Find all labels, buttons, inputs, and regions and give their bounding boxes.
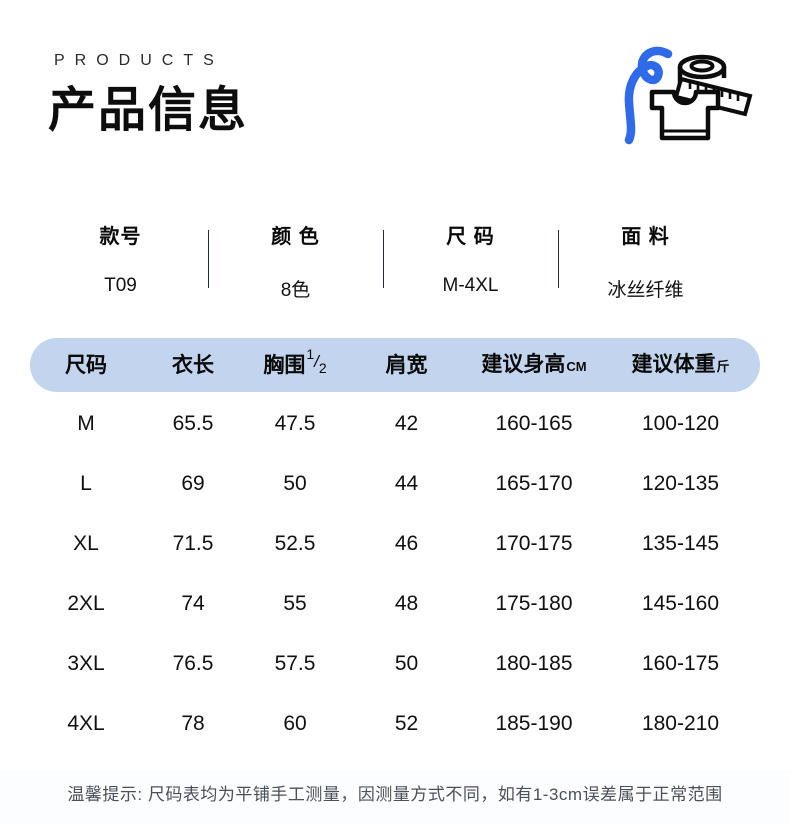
cell-size: 3XL <box>67 652 105 675</box>
info-value: M-4XL <box>442 275 499 296</box>
cell-chest: 57.5 <box>274 652 316 675</box>
info-label: 面 料 <box>621 226 670 248</box>
tshirt-icon <box>649 89 721 141</box>
product-info-row: 款号 T09 颜 色 8色 尺 码 M-4XL 面 料 冰丝纤维 <box>33 220 733 302</box>
info-col-model: 款号 T09 <box>33 220 208 302</box>
half-fraction: 1/2 <box>306 345 327 376</box>
cell-size: 2XL <box>67 592 105 615</box>
unit-label: CM <box>566 359 587 374</box>
cell-shoulder: 42 <box>394 412 419 435</box>
info-col-fabric: 面 料 冰丝纤维 <box>558 220 733 302</box>
cell-size: 4XL <box>67 712 105 735</box>
cell-weight: 135-145 <box>641 532 720 555</box>
eyebrow-text: PRODUCTS <box>54 52 224 69</box>
info-col-color: 颜 色 8色 <box>208 220 383 302</box>
cell-length: 65.5 <box>172 412 214 435</box>
cell-size: M <box>77 412 95 435</box>
cell-height: 185-190 <box>495 712 573 735</box>
cell-chest: 50 <box>283 472 307 495</box>
divider <box>558 230 559 288</box>
col-header-length: 衣长 <box>172 354 214 377</box>
cell-size: XL <box>73 532 99 555</box>
cell-height: 180-185 <box>495 652 573 675</box>
info-value: 冰丝纤维 <box>607 280 684 301</box>
cell-shoulder: 50 <box>394 652 419 675</box>
cell-weight: 180-210 <box>641 712 720 735</box>
unit-label: 斤 <box>716 359 730 374</box>
cell-length: 76.5 <box>172 652 214 675</box>
divider <box>383 230 384 288</box>
size-table-body: M 65.5 47.5 42 160-165 100-120 L 69 50 4… <box>30 394 760 754</box>
note-strip: 温馨提示: 尺码表均为平铺手工测量，因测量方式不同，如有1-3cm误差属于正常范… <box>0 770 790 824</box>
cell-length: 74 <box>181 592 205 615</box>
col-header-chest: 胸围1/2 <box>244 339 346 394</box>
cell-weight: 120-135 <box>641 472 720 495</box>
cell-height: 175-180 <box>495 592 573 615</box>
cell-height: 165-170 <box>495 472 573 495</box>
cell-weight: 145-160 <box>641 592 720 615</box>
cell-length: 78 <box>181 712 205 735</box>
table-row: L 69 50 44 165-170 120-135 <box>30 454 760 514</box>
info-label: 尺 码 <box>446 226 495 248</box>
cell-chest: 55 <box>283 592 307 615</box>
col-header-size: 尺码 <box>65 354 107 377</box>
cell-length: 69 <box>181 472 205 495</box>
col-header-shoulder: 肩宽 <box>385 354 428 377</box>
cell-chest: 47.5 <box>274 412 316 435</box>
col-header-height: 建议身高CM <box>481 353 587 376</box>
cell-shoulder: 44 <box>394 472 419 495</box>
cell-length: 71.5 <box>172 532 214 555</box>
col-header-weight: 建议体重斤 <box>631 353 730 376</box>
table-row: M 65.5 47.5 42 160-165 100-120 <box>30 394 760 454</box>
ribbon-icon <box>624 46 673 145</box>
info-value: T09 <box>104 275 137 296</box>
cell-weight: 100-120 <box>641 412 720 435</box>
divider <box>208 230 209 288</box>
table-row: 4XL 78 60 52 185-190 180-210 <box>30 694 760 754</box>
tshirt-measuring-tape-icon <box>624 46 753 145</box>
cell-shoulder: 52 <box>394 712 419 735</box>
cell-shoulder: 46 <box>394 532 419 555</box>
info-label: 颜 色 <box>271 226 320 248</box>
info-value: 8色 <box>280 280 311 301</box>
table-row: 3XL 76.5 57.5 50 180-185 160-175 <box>30 634 760 694</box>
info-col-size: 尺 码 M-4XL <box>383 220 558 302</box>
cell-weight: 160-175 <box>641 652 720 675</box>
cell-chest: 60 <box>283 712 307 735</box>
cell-size: L <box>80 472 92 495</box>
page-title: 产品信息 <box>48 84 249 137</box>
cell-shoulder: 48 <box>394 592 419 615</box>
size-table-header: 尺码 衣长 胸围1/2 肩宽 建议身高CM 建议体重斤 <box>30 338 760 392</box>
cell-height: 170-175 <box>495 532 573 555</box>
table-row: XL 71.5 52.5 46 170-175 135-145 <box>30 514 760 574</box>
cell-height: 160-165 <box>495 412 573 435</box>
cell-chest: 52.5 <box>274 532 316 555</box>
table-row: 2XL 74 55 48 175-180 145-160 <box>30 574 760 634</box>
info-label: 款号 <box>99 226 142 248</box>
measurement-disclaimer: 温馨提示: 尺码表均为平铺手工测量，因测量方式不同，如有1-3cm误差属于正常范… <box>67 785 723 804</box>
